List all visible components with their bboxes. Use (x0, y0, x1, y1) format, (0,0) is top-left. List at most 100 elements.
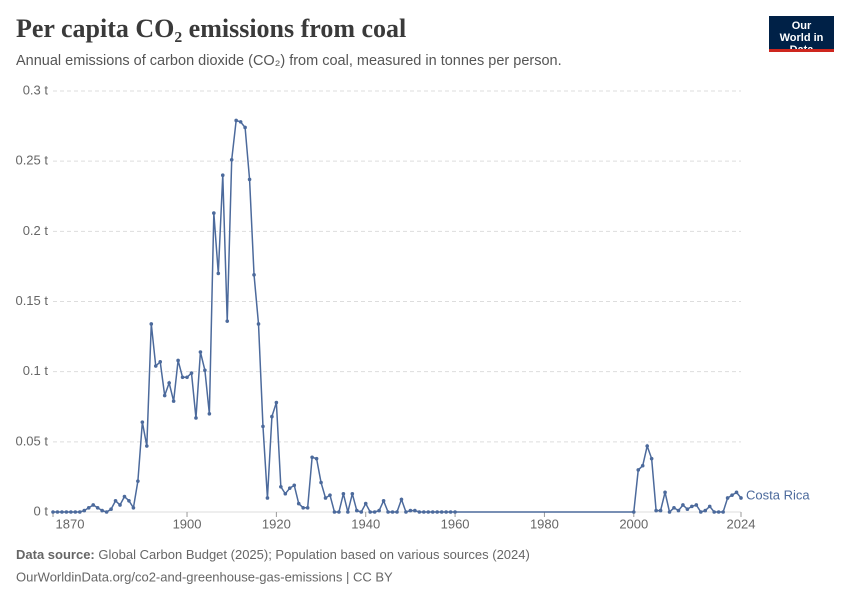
data-point (301, 505, 305, 510)
footer: OurWorldinData.org/co2-and-greenhouse-ga… (16, 569, 393, 584)
data-point (314, 456, 319, 461)
data-point (194, 416, 198, 420)
chart-subtitle: Annual emissions of carbon dioxide (CO₂)… (16, 53, 562, 69)
data-point (663, 490, 667, 495)
logo-bar (769, 49, 834, 52)
data-point (136, 479, 140, 483)
data-point (631, 510, 636, 514)
data-point (390, 510, 395, 514)
data-point (153, 364, 158, 368)
data-point (131, 505, 136, 510)
data-point (51, 510, 55, 514)
logo-box (769, 16, 834, 52)
data-point (716, 510, 721, 514)
data-point (162, 393, 167, 398)
y-tick-label: 0.05 t (15, 433, 48, 448)
data-point (283, 491, 288, 496)
data-point (453, 510, 457, 514)
data-point (381, 498, 386, 503)
x-tick-label: 1900 (173, 516, 202, 531)
data-point (265, 496, 270, 500)
data-point (444, 510, 448, 514)
data-point (292, 483, 297, 488)
source-label: Data source: (16, 547, 95, 562)
data-point (730, 493, 734, 497)
data-point (658, 508, 663, 513)
x-tick-label: 1870 (56, 516, 85, 531)
data-point (359, 510, 364, 514)
data-point (78, 510, 82, 514)
series-line (53, 119, 742, 514)
data-point (243, 125, 247, 130)
data-point (328, 493, 332, 497)
data-point (234, 118, 238, 123)
data-point (189, 371, 194, 375)
data-point (140, 420, 145, 424)
data-point (435, 510, 440, 514)
data-point (305, 505, 310, 510)
data-point (672, 505, 676, 510)
data-point (685, 507, 690, 511)
data-point (310, 455, 314, 460)
data-point (113, 498, 118, 503)
data-point (55, 510, 60, 514)
data-point (698, 510, 703, 514)
x-tick-label: 2000 (619, 516, 648, 531)
series-label: Costa Rica (746, 487, 810, 502)
data-point (430, 510, 435, 514)
data-point (82, 508, 87, 513)
data-point (448, 510, 453, 514)
chart-title: Per capita CO₂ emissions from coal (16, 14, 406, 43)
data-point (368, 510, 372, 514)
data-point (350, 491, 355, 496)
data-point (712, 510, 716, 514)
data-point (363, 501, 368, 506)
x-tick-label: 1980 (530, 516, 559, 531)
data-point (122, 494, 127, 499)
data-point (60, 510, 64, 514)
data-point (158, 360, 163, 364)
data-point (346, 510, 350, 514)
x-tick-label: 1960 (441, 516, 470, 531)
source: Data source: Global Carbon Budget (2025)… (16, 547, 530, 562)
data-point (399, 497, 404, 502)
data-point (238, 120, 243, 124)
data-point (408, 508, 413, 513)
data-point (100, 508, 104, 513)
data-point (216, 271, 221, 276)
data-point (95, 505, 100, 510)
data-point (681, 503, 685, 507)
y-tick-label: 0.15 t (15, 293, 48, 308)
data-point (171, 399, 176, 403)
y-tick-label: 0.2 t (23, 223, 49, 238)
data-point (332, 510, 337, 514)
data-point (654, 508, 658, 513)
data-point (73, 510, 78, 514)
logo: Our World in Data (779, 20, 824, 49)
data-point (104, 510, 109, 514)
data-point (354, 508, 359, 513)
data-point (707, 504, 712, 509)
data-point (86, 505, 91, 510)
data-point (426, 510, 431, 514)
data-point (640, 463, 645, 468)
y-tick-label: 0.25 t (15, 153, 48, 168)
data-point (667, 510, 672, 514)
data-point (422, 510, 426, 514)
data-point (212, 211, 216, 215)
data-point (176, 358, 180, 363)
data-point (274, 400, 279, 405)
data-point (252, 273, 256, 277)
data-point (220, 173, 225, 177)
data-point (64, 510, 69, 514)
data-point (649, 456, 654, 461)
data-point (377, 508, 381, 513)
data-point (417, 510, 422, 514)
data-point (69, 510, 73, 514)
data-point (725, 496, 730, 500)
data-point (439, 510, 444, 514)
data-point (319, 480, 323, 485)
data-point (287, 486, 292, 490)
data-point (323, 496, 328, 500)
data-point (109, 507, 113, 511)
